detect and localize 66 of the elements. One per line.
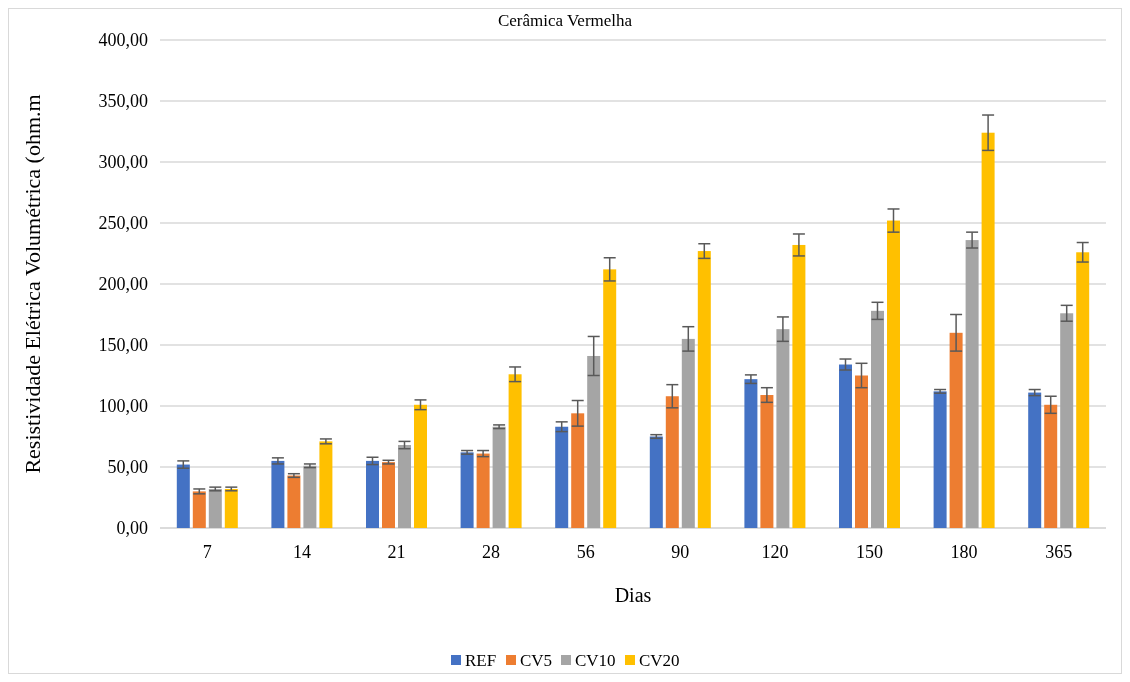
bar: [382, 462, 395, 528]
bar: [665, 396, 679, 528]
bar: [681, 338, 695, 528]
x-tick-label: 28: [482, 542, 501, 562]
bar: [1044, 404, 1058, 528]
bar: [1028, 392, 1042, 528]
bar: [933, 391, 947, 528]
y-tick-label: 200,00: [98, 274, 148, 295]
bar: [508, 374, 522, 528]
bar: [414, 404, 427, 528]
bar: [760, 395, 774, 528]
bar: [965, 240, 979, 528]
bar: [492, 426, 506, 528]
legend-label: CV5: [520, 650, 553, 670]
bar: [224, 488, 238, 528]
x-tick-label: 7: [202, 542, 212, 562]
bar: [287, 475, 301, 528]
x-tick-label: 180: [950, 542, 978, 562]
bar: [855, 375, 868, 528]
x-tick-label: 120: [761, 542, 789, 562]
bar: [744, 379, 758, 528]
bar: [303, 465, 317, 528]
bar: [887, 220, 900, 528]
y-tick-label: 350,00: [98, 91, 148, 112]
x-tick-label: 365: [1045, 542, 1073, 562]
bar: [366, 460, 379, 528]
x-tick-label: 90: [671, 542, 690, 562]
bar: [981, 132, 995, 528]
legend-label: CV10: [575, 650, 616, 670]
bar: [476, 453, 490, 528]
y-tick-label: 400,00: [98, 30, 148, 51]
bar: [839, 364, 852, 528]
chart-title: Cerâmica Vermelha: [497, 11, 633, 30]
bar: [460, 452, 474, 528]
bar: [1060, 313, 1074, 528]
bar: [792, 244, 806, 528]
x-axis-title: Dias: [614, 584, 652, 606]
bar: [587, 355, 601, 528]
x-tick-label: 21: [387, 542, 406, 562]
y-tick-label: 150,00: [98, 335, 148, 356]
bar: [571, 413, 585, 528]
y-tick-label: 300,00: [98, 152, 148, 173]
bar: [697, 251, 711, 528]
bar: [208, 488, 222, 528]
bar: [603, 269, 617, 528]
bar: [1076, 252, 1090, 528]
bar: [776, 329, 790, 528]
bar: [398, 445, 411, 528]
bar: [555, 426, 569, 528]
y-tick-label: 250,00: [98, 213, 148, 234]
bar: [176, 464, 190, 528]
x-tick-label: 150: [856, 542, 883, 562]
y-tick-label: 50,00: [107, 457, 148, 478]
bar: [319, 441, 333, 528]
y-axis-title: Resistividade Elétrica Volumétrica (ohm.m: [20, 94, 45, 474]
bar: [871, 310, 884, 528]
x-tick-label: 14: [292, 542, 311, 562]
bar: [271, 460, 285, 528]
y-tick-label: 100,00: [98, 396, 148, 417]
bar: [192, 491, 206, 528]
bar: [949, 332, 963, 528]
y-tick-label: 0,00: [116, 518, 148, 539]
legend-label: CV20: [639, 650, 680, 670]
legend-label: REF: [465, 650, 497, 670]
x-tick-label: 56: [576, 542, 595, 562]
bar: [649, 436, 663, 528]
